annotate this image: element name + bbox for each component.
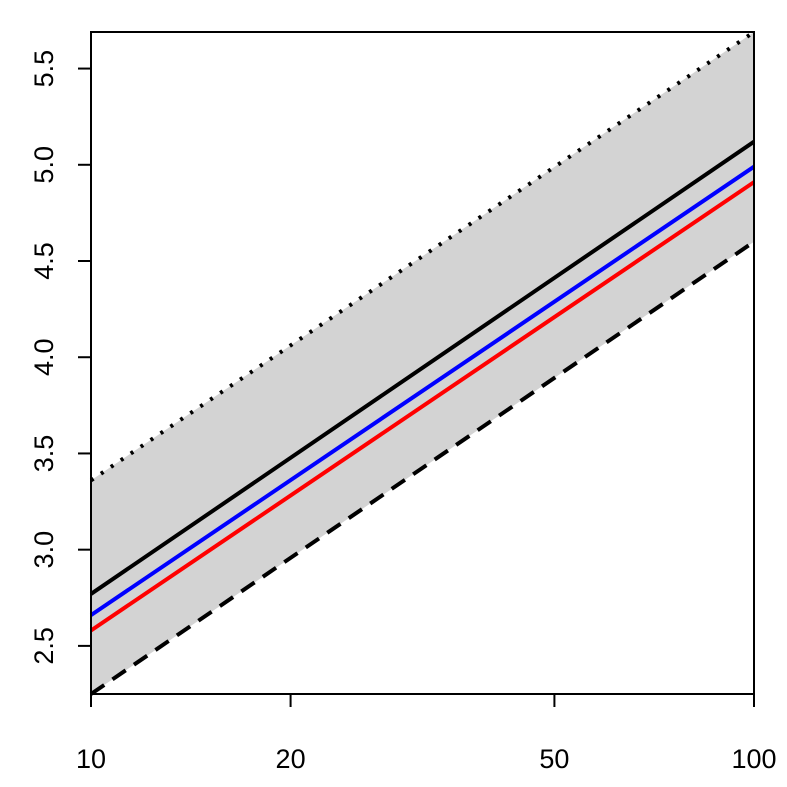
y-tick-label: 5.5 xyxy=(29,50,59,88)
upper-bound-line xyxy=(89,30,756,483)
y-axis: 2.5 3.0 3.5 4.0 4.5 5.0 5.5 xyxy=(29,50,91,665)
x-axis: 10 20 50 100 xyxy=(76,694,777,774)
confidence-band xyxy=(91,32,754,694)
x-tick-label: 50 xyxy=(539,744,569,774)
lower-bound-line xyxy=(89,240,756,696)
y-tick-label: 3.5 xyxy=(29,435,59,473)
y-tick-label: 2.5 xyxy=(29,627,59,665)
series-line-3 xyxy=(89,165,756,617)
y-tick-label: 4.0 xyxy=(29,338,59,376)
plot-area xyxy=(89,30,756,696)
y-tick-label: 4.5 xyxy=(29,242,59,280)
y-tick-label: 3.0 xyxy=(29,531,59,569)
x-tick-label: 10 xyxy=(76,744,106,774)
series-line-4 xyxy=(89,180,756,633)
series-line-2 xyxy=(89,140,756,596)
x-tick-label: 100 xyxy=(731,744,776,774)
x-tick-label: 20 xyxy=(276,744,306,774)
y-tick-label: 5.0 xyxy=(29,146,59,184)
plot-frame xyxy=(90,31,755,695)
